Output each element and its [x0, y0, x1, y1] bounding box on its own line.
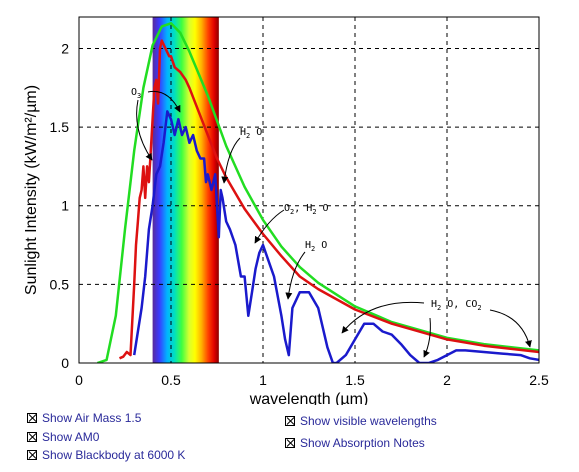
y-tick-label: 1	[61, 198, 69, 214]
arrow-h2o-1	[221, 137, 241, 184]
air-mass-checkbox[interactable]: Show Air Mass 1.5	[27, 411, 141, 425]
visible-label: Show visible wavelengths	[300, 414, 437, 428]
tick-labels: 0 0.5 1 1.5 2 2.5 0 0.5 1 1.5 2	[50, 40, 549, 388]
visible-checkbox[interactable]: Show visible wavelengths	[285, 414, 437, 428]
visible-band	[152, 17, 219, 363]
x-tick-label: 0.5	[161, 372, 181, 388]
x-tick-label: 1.5	[345, 372, 365, 388]
series-line-am0	[119, 39, 539, 360]
arrow-o3-b	[147, 90, 181, 113]
x-tick-label: 2	[443, 372, 451, 388]
checkbox-am0-box[interactable]	[27, 432, 37, 442]
checkbox-air-mass-box[interactable]	[27, 413, 37, 423]
checkbox-visible-box[interactable]	[285, 416, 295, 426]
y-tick-label: 1.5	[50, 119, 70, 135]
series-line-am15	[132, 110, 539, 363]
arrow-o2-h2o	[254, 209, 285, 244]
arrow-h2o-co2-b	[423, 317, 431, 358]
absorption-checkbox[interactable]: Show Absorption Notes	[285, 436, 425, 450]
am0-checkbox[interactable]: Show AM0	[27, 430, 99, 444]
y-tick-label: 2	[61, 40, 69, 56]
note-h2o-co2: H2 O, CO2	[431, 299, 482, 312]
note-h2o-1: H2 O	[240, 127, 262, 140]
blackbody-checkbox[interactable]: Show Blackbody at 6000 K	[27, 448, 185, 462]
arrow-o3-a	[136, 99, 153, 161]
note-o3: O3	[131, 87, 141, 100]
absorption-notes: O3 H2 O O2, H2 O H2 O H2 O, CO2	[131, 87, 532, 358]
spectrum-chart: 0 0.5 1 1.5 2 2.5 0 0.5 1 1.5 2 wavelength (µm) Su…	[23, 16, 549, 405]
x-tick-label: 1	[259, 372, 267, 388]
note-h2o-2: H2 O	[305, 240, 327, 253]
arrow-h2o-2	[285, 251, 306, 300]
am0-label: Show AM0	[42, 430, 100, 444]
arrow-h2o-co2-c	[489, 309, 532, 348]
plot-frame	[78, 16, 540, 364]
x-axis-title: wavelength (µm)	[249, 391, 369, 405]
y-axis-title: Sunlight Intensity (kW/m²/µm)	[23, 85, 40, 295]
checkbox-absorption-box[interactable]	[285, 438, 295, 448]
y-tick-label: 0	[61, 355, 69, 371]
air-mass-label: Show Air Mass 1.5	[42, 411, 142, 425]
x-tick-label: 2.5	[529, 372, 549, 388]
blackbody-label: Show Blackbody at 6000 K	[42, 448, 186, 462]
note-o2-h2o: O2, H2 O	[284, 203, 329, 216]
y-tick-label: 0.5	[50, 276, 70, 292]
arrow-h2o-co2-a	[341, 301, 425, 334]
absorption-label: Show Absorption Notes	[300, 436, 425, 450]
checkbox-blackbody-box[interactable]	[27, 450, 37, 460]
x-tick-label: 0	[75, 372, 83, 388]
